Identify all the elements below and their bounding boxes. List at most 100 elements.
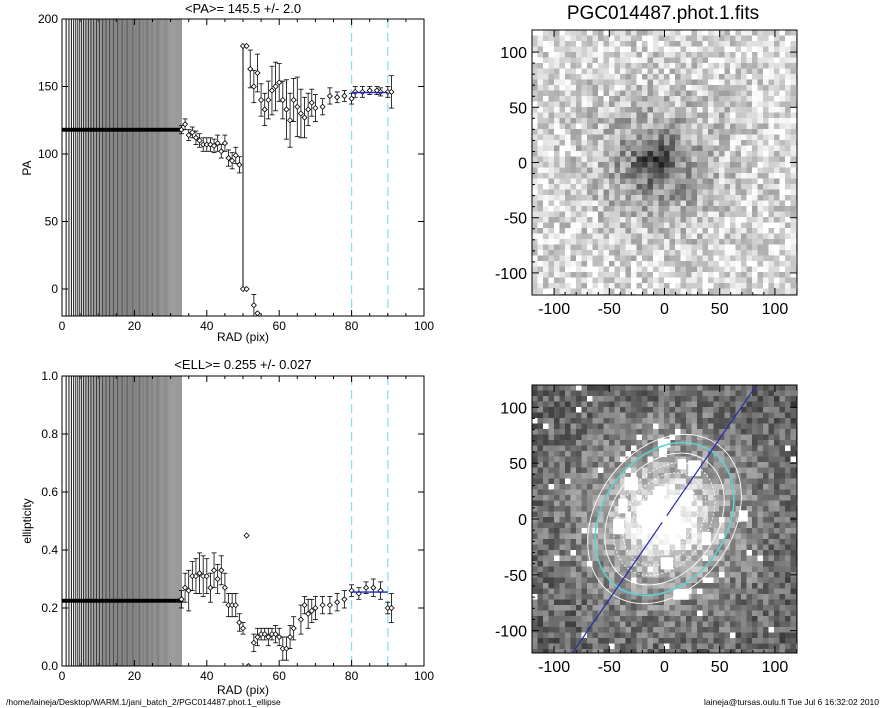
- pixel: [702, 101, 709, 108]
- pixel: [746, 189, 753, 196]
- pixel: [752, 30, 758, 36]
- pixel: [636, 57, 643, 64]
- pixel: [653, 74, 659, 80]
- pixel: [691, 255, 698, 262]
- pixel: [669, 277, 676, 284]
- pixel: [570, 272, 577, 278]
- pixel: [642, 533, 648, 540]
- pixel: [576, 63, 582, 69]
- pixel: [576, 506, 582, 512]
- pixel: [774, 244, 780, 251]
- pixel: [625, 451, 632, 457]
- pixel: [741, 456, 747, 463]
- pa-plot-area: [62, 19, 395, 316]
- pixel: [658, 456, 665, 463]
- pixel: [631, 239, 637, 245]
- pixel: [680, 283, 687, 289]
- pixel: [554, 467, 560, 474]
- pixel: [609, 385, 615, 391]
- pixel: [548, 211, 555, 218]
- pixel: [532, 173, 538, 179]
- pixel: [614, 195, 621, 201]
- pixel: [779, 233, 786, 240]
- pixel: [763, 539, 769, 545]
- pixel: [592, 244, 599, 251]
- pixel: [768, 473, 775, 479]
- pixel: [592, 35, 599, 42]
- pixel: [631, 555, 637, 562]
- pixel: [532, 478, 538, 485]
- pixel: [790, 222, 797, 229]
- pixel: [653, 250, 659, 256]
- pixel: [603, 539, 610, 545]
- pixel: [719, 68, 725, 75]
- pixel: [757, 250, 764, 256]
- pixel: [779, 151, 786, 157]
- pixel: [669, 533, 676, 540]
- pixel: [708, 140, 714, 146]
- pixel: [735, 522, 742, 529]
- pixel: [741, 250, 747, 256]
- pixel: [642, 173, 648, 179]
- pixel: [730, 189, 736, 196]
- pixel: [675, 217, 681, 223]
- pixel: [587, 440, 593, 446]
- pixel: [620, 145, 626, 152]
- pixel: [702, 250, 709, 256]
- pixel: [587, 96, 593, 102]
- pixel: [609, 156, 615, 163]
- pixel: [647, 156, 654, 163]
- pixel: [713, 228, 720, 234]
- pixel: [658, 173, 665, 179]
- pixel: [603, 68, 610, 75]
- pixel: [576, 412, 582, 419]
- pixel: [702, 528, 709, 534]
- pixel: [559, 206, 566, 212]
- pixel: [724, 217, 731, 223]
- pixel: [647, 239, 654, 245]
- pixel: [724, 418, 731, 424]
- pixel: [620, 272, 626, 278]
- pixel: [664, 52, 670, 58]
- pixel: [691, 555, 698, 562]
- pixel: [636, 79, 643, 86]
- pixel: [598, 123, 604, 130]
- pixel: [537, 30, 544, 36]
- pixel: [598, 140, 604, 146]
- pixel: [653, 533, 659, 540]
- pixel: [757, 101, 764, 108]
- pixel: [708, 189, 714, 196]
- pixel: [741, 550, 747, 556]
- pixel: [757, 52, 764, 58]
- pixel: [779, 484, 786, 490]
- pixel: [664, 288, 670, 295]
- pixel: [625, 566, 632, 573]
- pixel: [658, 288, 665, 295]
- pixel: [548, 539, 555, 545]
- pixel: [752, 412, 758, 419]
- pixel: [587, 90, 593, 97]
- pixel: [713, 178, 720, 185]
- pixel: [730, 467, 736, 474]
- pixel: [757, 222, 764, 229]
- pixel: [763, 288, 769, 295]
- pixel: [603, 195, 610, 201]
- pixel: [658, 57, 665, 64]
- pixel: [570, 85, 577, 91]
- pixel: [614, 52, 621, 58]
- pixel: [532, 462, 538, 468]
- pixel: [642, 434, 648, 441]
- pixel: [554, 539, 560, 545]
- pixel: [620, 423, 626, 430]
- pixel: [642, 189, 648, 196]
- pixel: [675, 239, 681, 245]
- pixel: [559, 462, 566, 468]
- pixel: [603, 222, 610, 229]
- pixel: [757, 418, 764, 424]
- pixel: [768, 184, 775, 190]
- pixel: [675, 107, 681, 113]
- pixel: [730, 63, 736, 69]
- pixel: [735, 462, 742, 468]
- pixel: [642, 112, 648, 119]
